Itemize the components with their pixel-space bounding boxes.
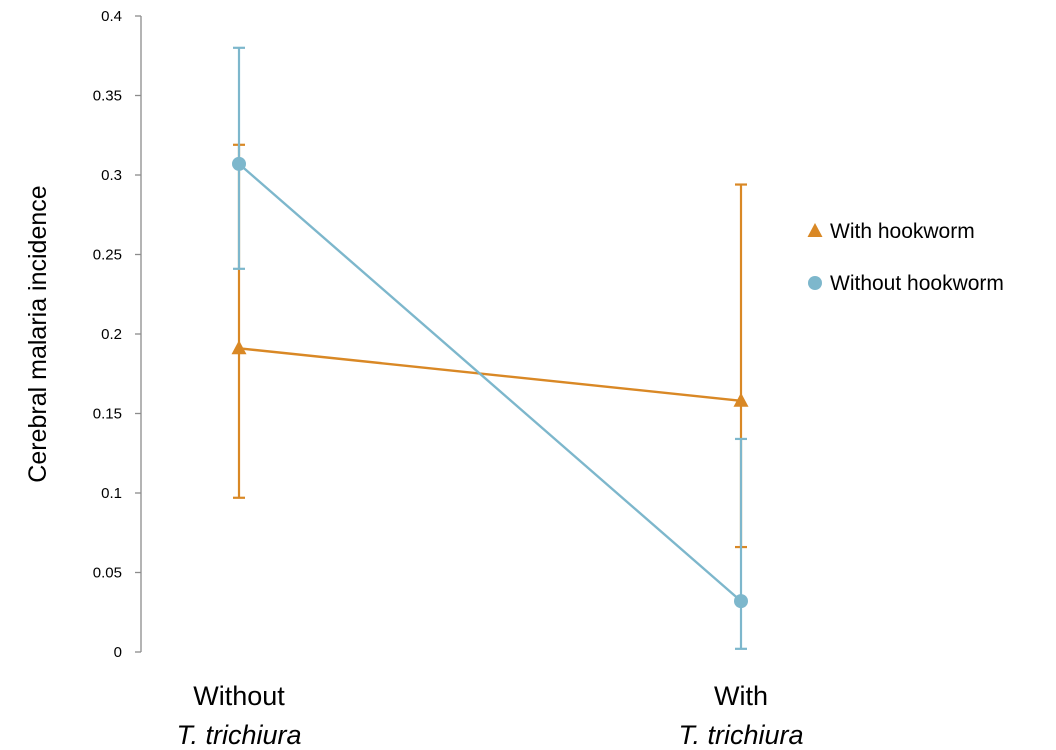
- error-bars: [233, 46, 747, 650]
- y-tick-label: 0.05: [93, 565, 122, 582]
- legend-label: Without hookworm: [830, 272, 1004, 295]
- data-point: [231, 340, 247, 355]
- legend: With hookworm Without hookworm: [807, 220, 1004, 295]
- y-tick-label: 0.2: [101, 326, 122, 343]
- legend-label: With hookworm: [830, 220, 975, 243]
- text-labels: 0 0.05 0.1 0.15 0.2 0.25 0.3 0.35 0.4 Cerebral ma…: [24, 8, 804, 750]
- y-tick-label: 0.1: [101, 485, 122, 502]
- y-tick-label: 0.25: [93, 247, 122, 264]
- series-line: [238, 347, 742, 402]
- axis-layer: [135, 15, 142, 653]
- series-line: [238, 162, 742, 603]
- x-category-label: With: [714, 681, 768, 711]
- y-tick-label: 0: [114, 644, 122, 661]
- data-point: [734, 594, 748, 609]
- x-category-label-italic: T. trichiura: [678, 720, 803, 750]
- x-category-label-italic: T. trichiura: [176, 720, 301, 750]
- data-point: [733, 392, 749, 407]
- y-tick-label: 0.35: [93, 88, 122, 105]
- series-markers: [231, 156, 749, 609]
- series-lines: [238, 162, 742, 603]
- x-category-label: Without: [193, 681, 285, 711]
- legend-marker: [807, 223, 823, 237]
- y-axis-label: Cerebral malaria incidence: [24, 185, 52, 482]
- data-point: [232, 156, 246, 171]
- y-tick-label: 0.4: [101, 8, 122, 25]
- y-tick-label: 0.15: [93, 406, 122, 423]
- legend-marker: [808, 276, 822, 290]
- y-tick-label: 0.3: [101, 167, 122, 184]
